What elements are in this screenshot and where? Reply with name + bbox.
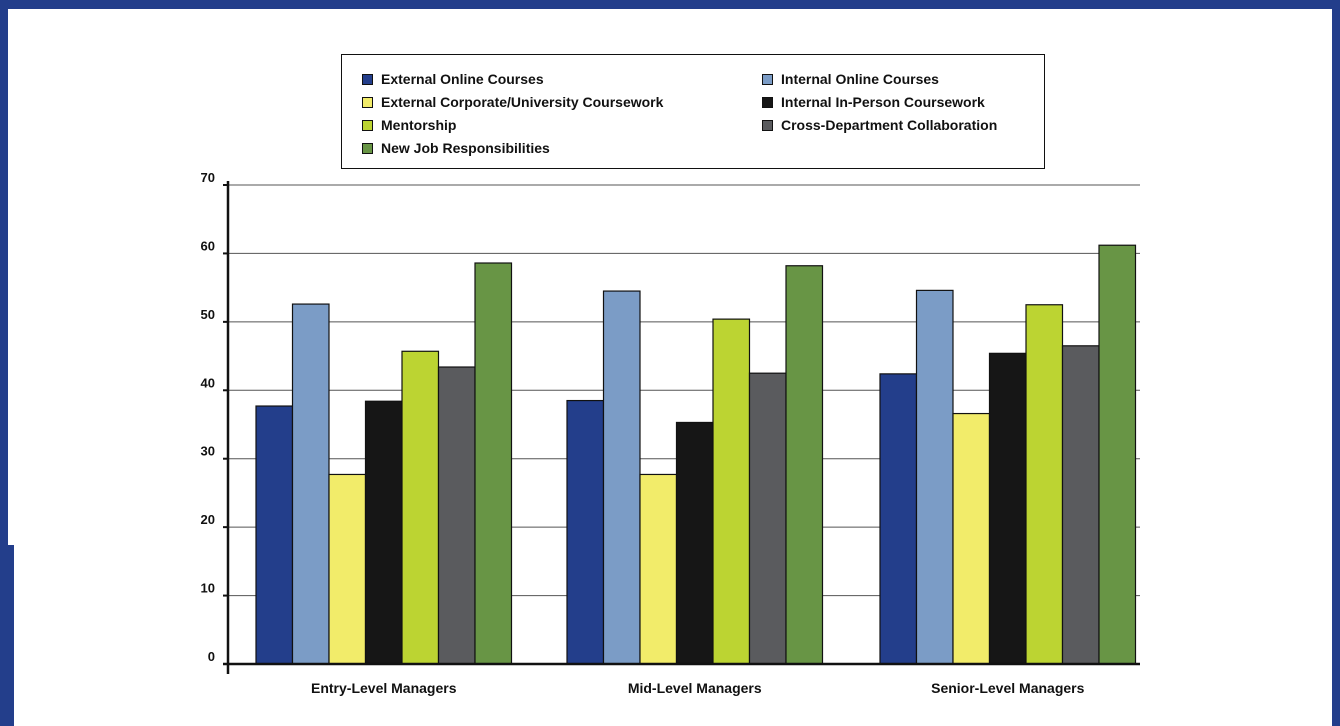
legend-label: Internal Online Courses [781,71,939,87]
bar [988,352,1027,665]
legend-item: Cross-Department Collaboration [762,115,997,135]
legend-swatch [762,73,773,85]
y-tick-label: 0 [208,649,215,664]
y-tick-label: 40 [201,375,215,390]
x-category-label: Mid-Level Managers [628,680,762,696]
legend-item: New Job Responsibilities [362,138,550,158]
legend-item: External Online Courses [362,69,544,89]
bar [748,372,787,665]
legend-label: Cross-Department Collaboration [781,117,998,133]
y-tick-label: 20 [201,512,215,527]
x-category-label: Senior-Level Managers [931,680,1084,696]
legend: External Online Courses External Corpora… [341,54,1045,169]
bar [952,412,991,665]
legend-label: External Corporate/University Coursework [381,94,664,110]
bar [675,421,714,665]
bar [291,303,330,665]
y-tick-label: 60 [201,238,215,253]
legend-swatch [362,142,373,154]
legend-label: Internal In-Person Coursework [781,94,985,110]
legend-item: Internal Online Courses [762,69,939,89]
bar [1061,345,1100,665]
bar [474,262,513,665]
bar [879,373,918,665]
bars [255,244,1137,665]
legend-swatch [762,96,773,108]
bar [328,473,367,665]
bar [915,289,954,665]
bar [401,350,440,665]
bar [712,318,751,665]
legend-swatch [362,73,373,85]
legend-label: External Online Courses [381,71,544,87]
legend-item: Internal In-Person Coursework [762,92,985,112]
legend-swatch [362,119,373,131]
axes: 0 10 20 30 40 50 60 70 Entry-Level Managers Mid-L… [201,170,1140,696]
legend-swatch [362,96,373,108]
bar [785,265,824,665]
legend-label: Mentorship [381,117,457,133]
legend-item: Mentorship [362,115,456,135]
legend-label: New Job Responsibilities [381,140,550,156]
legend-swatch [762,119,773,131]
side-accent-tab [0,545,14,726]
bar [639,473,678,665]
bar [566,399,605,665]
bar [255,405,294,665]
x-category-label: Entry-Level Managers [311,680,457,696]
bar [1098,244,1137,665]
bar [364,400,403,665]
legend-item: External Corporate/University Coursework [362,92,663,112]
bar [602,290,641,665]
y-tick-label: 50 [201,307,215,322]
y-tick-label: 30 [201,444,215,459]
y-tick-label: 70 [201,170,215,185]
bar [437,366,476,665]
bar [1025,304,1064,665]
y-tick-label: 10 [201,581,215,596]
